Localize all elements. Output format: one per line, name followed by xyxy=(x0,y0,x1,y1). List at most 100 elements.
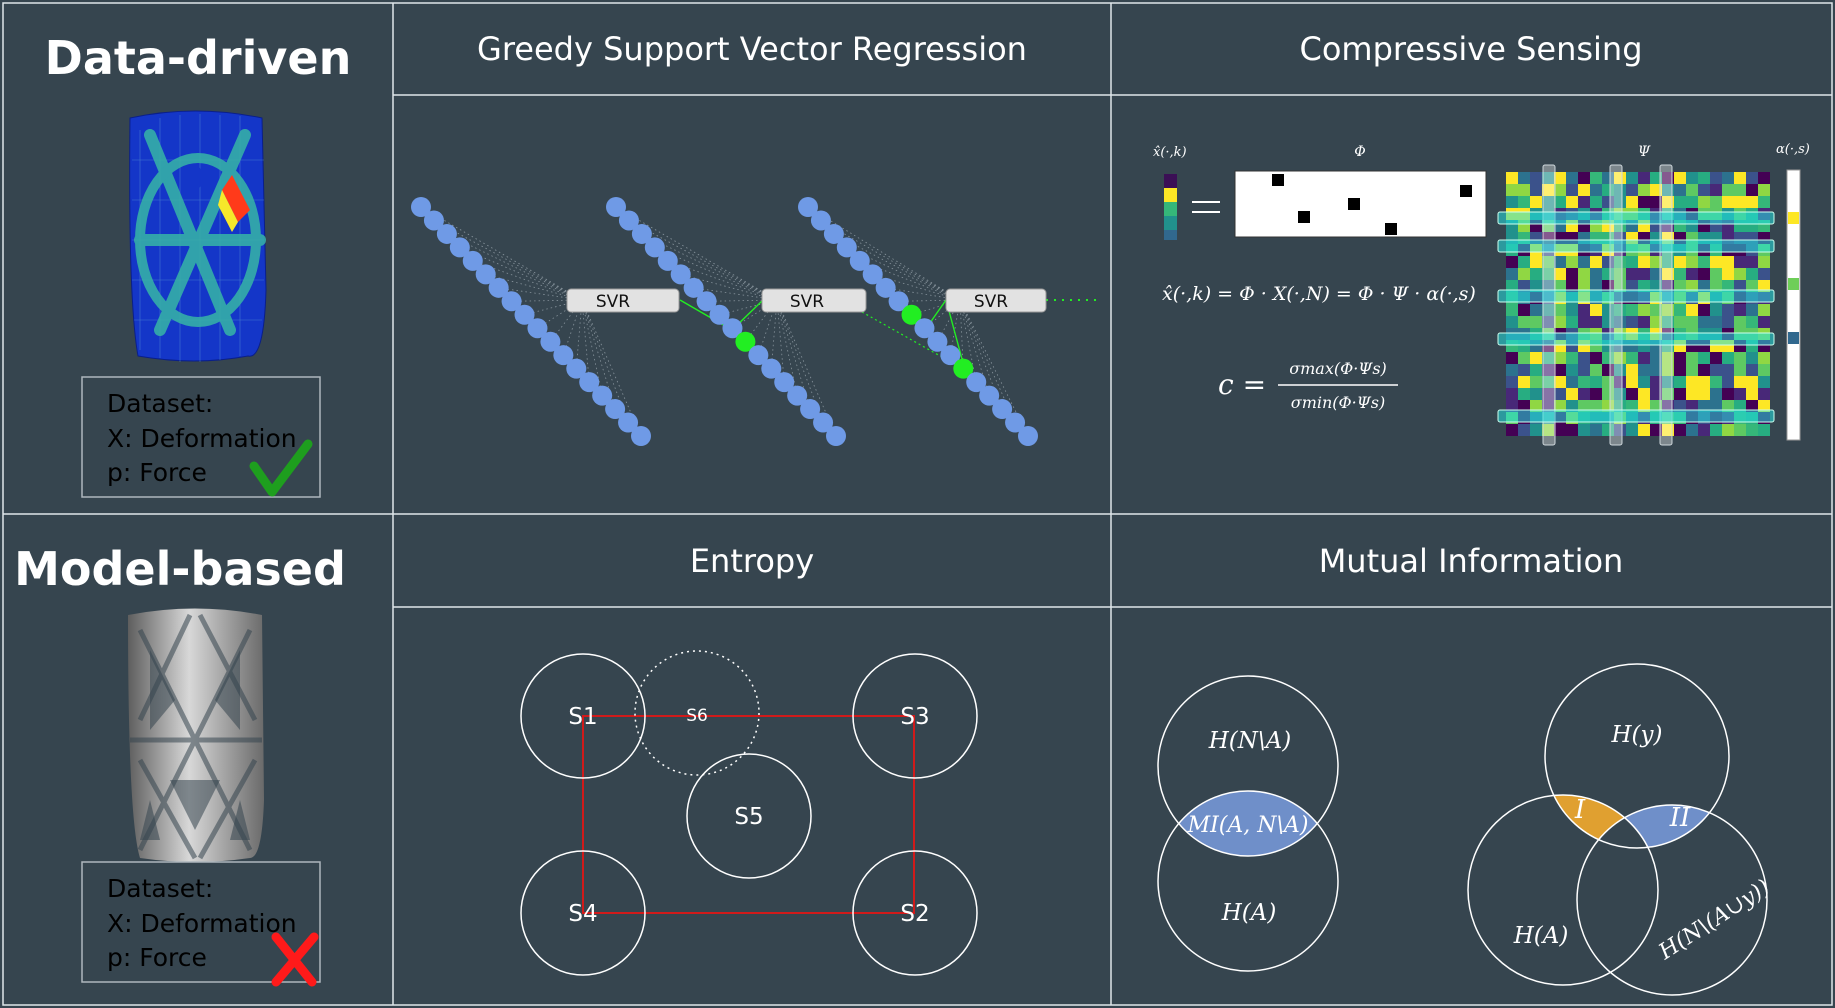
sensor-circle-s4 xyxy=(520,850,646,976)
venn-circle-y xyxy=(1544,663,1730,849)
equation-2-lhs: c = xyxy=(1218,368,1266,401)
panel-title: Greedy Support Vector Regression xyxy=(477,30,1027,68)
xhat-label: x̂(·,k) xyxy=(1153,145,1187,160)
svr-box-label: SVR xyxy=(790,292,824,312)
dataset-box xyxy=(81,376,321,498)
svr-boxes: SVR SVR SVR xyxy=(566,288,1047,313)
dataset-line-3: p: Force xyxy=(107,943,207,972)
sensor-node xyxy=(618,412,639,433)
selected-sensor-node xyxy=(735,331,756,352)
equation-2-numerator: σmax(Φ·Ψs) xyxy=(1289,359,1387,378)
sensor-node xyxy=(826,426,846,446)
venn-label-ha: H(A) xyxy=(1513,923,1569,949)
selected-sensor-node xyxy=(901,304,922,325)
sensor-node xyxy=(979,385,1000,406)
equals-icon xyxy=(1192,201,1220,213)
sensor-node xyxy=(618,210,639,231)
sensor-node xyxy=(683,277,704,298)
dataset-line-1: Dataset: xyxy=(107,874,213,903)
sensor-node xyxy=(657,250,678,271)
gsvr-panel: Greedy Support Vector Regression SVR SVR… xyxy=(411,30,1096,446)
sensor-node xyxy=(670,264,691,285)
sensor-node xyxy=(940,345,961,366)
sensor-node xyxy=(631,223,652,244)
entropy-panel: Entropy S1 S6 S3 S5 S4 S2 xyxy=(520,542,978,976)
sensor-circle-s6 xyxy=(634,650,760,776)
mi-panel: Mutual Information H(N\A) MI(A, N\A) H(A… xyxy=(1157,542,1775,996)
sensor-node xyxy=(927,331,948,352)
sensor-label-s6: S6 xyxy=(686,706,708,726)
sensor-node xyxy=(813,412,834,433)
sensor-node xyxy=(566,358,587,379)
sensor-label-s5: S5 xyxy=(734,804,763,830)
psi-matrix xyxy=(1497,164,1775,446)
sensor-node xyxy=(540,331,561,352)
dataset-line-1: Dataset: xyxy=(107,389,213,418)
panel-title: Entropy xyxy=(690,542,814,580)
dataset-box xyxy=(81,861,321,983)
venn-circle-ha xyxy=(1467,794,1659,986)
sensor-label-s1: S1 xyxy=(568,704,597,730)
sensor-circle-s1 xyxy=(520,653,646,779)
svr-box-label: SVR xyxy=(974,292,1008,312)
dataset-line-2: X: Deformation xyxy=(107,424,297,453)
venn-label-rest: H(N\(A∪y)) xyxy=(1654,875,1775,966)
sensor-node xyxy=(475,264,496,285)
sensor-node xyxy=(709,304,730,325)
sensor-node xyxy=(514,304,535,325)
sensor-node xyxy=(436,223,457,244)
sensor-node xyxy=(748,345,769,366)
sensor-node xyxy=(488,277,509,298)
sensor-node xyxy=(888,291,909,312)
equation-1: x̂(·,k) = Φ · X(·,N) = Φ · Ψ · α(·,s) xyxy=(1162,283,1476,305)
svr-box-1 xyxy=(566,288,680,313)
sensor-node xyxy=(823,223,844,244)
panel-title: Mutual Information xyxy=(1319,542,1624,580)
equation-2-denominator: σmin(Φ·Ψs) xyxy=(1291,393,1385,412)
venn-label-mi: MI(A, N\A) xyxy=(1187,813,1309,838)
sensor-node xyxy=(722,318,743,339)
sensor-node xyxy=(836,237,857,258)
sensor-node xyxy=(462,250,483,271)
row-title: Model-based xyxy=(14,542,346,596)
sensor-node xyxy=(798,197,818,217)
lattice-model-illustration xyxy=(128,608,264,862)
sensor-node xyxy=(606,197,626,217)
dataset-line-3: p: Force xyxy=(107,458,207,487)
selected-sensor-node xyxy=(953,358,974,379)
sensor-node xyxy=(862,264,883,285)
sensor-node xyxy=(644,237,665,258)
model-based-section: Model-based Dataset: X: Deformation p: F… xyxy=(14,542,346,987)
phi-label: Φ xyxy=(1354,144,1365,160)
venn-circle-rest xyxy=(1576,804,1768,996)
alpha-vector xyxy=(1786,169,1801,441)
dataset-line-2: X: Deformation xyxy=(107,909,297,938)
sensor-label-s2: S2 xyxy=(900,901,929,927)
sensor-node xyxy=(966,372,987,393)
sensor-label-s4: S4 xyxy=(568,901,597,927)
sensor-node xyxy=(553,345,574,366)
psi-label: Ψ xyxy=(1638,144,1651,160)
svr-box-2 xyxy=(761,288,867,313)
sensor-node xyxy=(696,291,717,312)
sensor-node xyxy=(849,250,870,271)
sensor-node xyxy=(1005,412,1026,433)
venn-label-a: H(A) xyxy=(1221,900,1277,926)
venn-label-region-i: I xyxy=(1574,795,1586,825)
sensor-circle-s3 xyxy=(852,653,978,779)
row-title: Data-driven xyxy=(45,31,352,85)
sensor-label-s3: S3 xyxy=(900,704,929,730)
venn-label-region-ii: II xyxy=(1669,803,1691,833)
check-icon xyxy=(249,439,313,497)
sensor-node xyxy=(501,291,522,312)
sensor-node xyxy=(774,372,795,393)
svr-box-label: SVR xyxy=(596,292,630,312)
sensor-link-rect xyxy=(582,715,915,914)
alpha-label: α(·,s) xyxy=(1776,142,1810,157)
venn-overlap-fill xyxy=(1158,791,1338,856)
sensor-node xyxy=(875,277,896,298)
sensor-node xyxy=(423,210,444,231)
xhat-vector xyxy=(1164,174,1177,240)
